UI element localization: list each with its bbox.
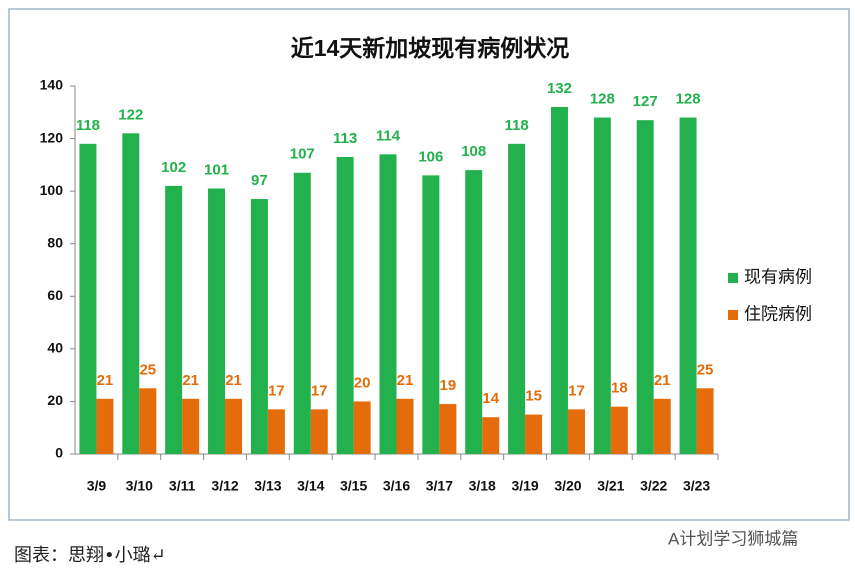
bar xyxy=(122,133,140,455)
x-tick-label: 3/18 xyxy=(469,478,496,494)
data-label: 21 xyxy=(97,372,114,389)
y-tick-label: 120 xyxy=(40,129,64,145)
bar xyxy=(96,398,114,454)
bar xyxy=(636,120,654,455)
bar xyxy=(267,409,285,454)
data-label: 21 xyxy=(397,372,414,389)
x-tick-label: 3/21 xyxy=(597,478,624,494)
x-tick-label: 3/13 xyxy=(254,478,281,494)
x-tick-label: 3/19 xyxy=(511,478,538,494)
y-tick-label: 80 xyxy=(47,234,63,250)
data-label: 132 xyxy=(547,80,572,97)
chart-title: 近14天新加坡现有病例状况 xyxy=(291,35,570,61)
data-label: 127 xyxy=(633,93,658,110)
bar xyxy=(593,117,611,455)
bar xyxy=(465,170,483,454)
bar xyxy=(208,188,226,454)
caption: 图表：思翔•小璐↵ xyxy=(14,545,166,566)
bar xyxy=(550,107,568,455)
bar xyxy=(610,406,628,454)
data-label: 101 xyxy=(204,161,229,178)
legend-swatch xyxy=(728,310,738,320)
x-tick-label: 3/12 xyxy=(211,478,238,494)
bar xyxy=(653,398,671,454)
data-label: 21 xyxy=(225,372,242,389)
bar xyxy=(439,404,457,454)
data-label: 118 xyxy=(504,117,528,134)
data-label: 102 xyxy=(161,159,186,176)
data-label: 114 xyxy=(376,127,401,144)
bar xyxy=(679,117,697,455)
legend-swatch xyxy=(728,273,738,283)
bar xyxy=(567,409,585,454)
bar xyxy=(336,156,354,454)
data-label: 17 xyxy=(268,382,285,399)
bar xyxy=(79,143,97,455)
y-tick-label: 100 xyxy=(40,182,64,198)
legend-label: 现有病例 xyxy=(744,267,812,286)
data-label: 128 xyxy=(676,91,701,108)
y-tick-label: 0 xyxy=(55,445,63,461)
data-label: 17 xyxy=(311,382,328,399)
bar xyxy=(165,185,183,454)
y-tick-label: 40 xyxy=(47,340,63,356)
data-label: 106 xyxy=(418,148,443,165)
bar xyxy=(396,398,414,454)
x-tick-label: 3/17 xyxy=(426,478,453,494)
bar xyxy=(225,398,243,454)
data-label: 25 xyxy=(697,361,714,378)
bar xyxy=(182,398,200,454)
legend-label: 住院病例 xyxy=(744,304,812,323)
data-label: 97 xyxy=(251,172,268,189)
x-tick-label: 3/22 xyxy=(640,478,667,494)
data-label: 21 xyxy=(654,372,671,389)
data-label: 17 xyxy=(568,382,585,399)
bar xyxy=(508,143,526,455)
data-label: 122 xyxy=(118,106,143,123)
watermark: A计划学习狮城篇 xyxy=(668,529,798,548)
data-label: 20 xyxy=(354,374,371,391)
x-tick-label: 3/14 xyxy=(297,478,324,494)
bar xyxy=(422,175,440,454)
x-tick-label: 3/9 xyxy=(87,478,107,494)
data-label: 21 xyxy=(182,372,199,389)
bar xyxy=(525,414,543,454)
bar xyxy=(139,388,157,454)
x-tick-label: 3/16 xyxy=(383,478,410,494)
data-label: 118 xyxy=(76,117,100,134)
data-label: 113 xyxy=(333,130,357,147)
bar xyxy=(353,401,371,454)
bar xyxy=(379,154,397,455)
data-label: 19 xyxy=(440,377,457,394)
data-label: 108 xyxy=(461,143,486,160)
data-label: 25 xyxy=(139,361,156,378)
x-tick-label: 3/15 xyxy=(340,478,367,494)
y-tick-label: 60 xyxy=(47,287,63,303)
data-label: 18 xyxy=(611,380,628,397)
data-label: 128 xyxy=(590,91,615,108)
x-tick-label: 3/20 xyxy=(554,478,581,494)
data-label: 107 xyxy=(290,146,315,163)
y-tick-label: 140 xyxy=(40,77,64,93)
x-tick-label: 3/10 xyxy=(126,478,153,494)
bar xyxy=(310,409,328,454)
y-tick-label: 20 xyxy=(47,392,63,408)
x-tick-label: 3/23 xyxy=(683,478,710,494)
x-tick-label: 3/11 xyxy=(169,478,196,494)
bar xyxy=(696,388,714,454)
bar xyxy=(293,172,311,454)
bar xyxy=(250,199,268,454)
data-label: 15 xyxy=(525,388,542,405)
bar xyxy=(482,417,500,454)
data-label: 14 xyxy=(482,390,499,407)
